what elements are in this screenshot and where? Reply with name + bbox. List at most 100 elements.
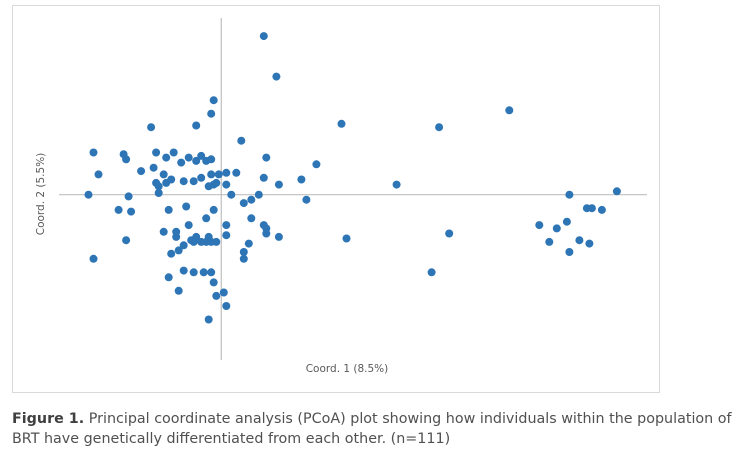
data-point	[219, 288, 228, 297]
data-point	[164, 273, 173, 282]
data-point	[192, 232, 201, 241]
data-point	[167, 249, 176, 258]
data-point	[312, 160, 321, 169]
data-point	[232, 168, 241, 177]
data-point	[159, 170, 168, 179]
data-point	[552, 224, 561, 233]
data-point	[94, 170, 103, 179]
data-point	[89, 254, 98, 263]
data-point	[122, 155, 131, 164]
data-point	[154, 182, 163, 191]
data-point	[127, 207, 136, 216]
data-point	[207, 155, 216, 164]
data-point	[159, 227, 168, 236]
data-point	[587, 204, 596, 213]
data-point	[154, 189, 163, 197]
data-point	[392, 180, 401, 189]
data-point	[122, 236, 131, 245]
data-point	[137, 167, 146, 176]
figure-label: Figure 1.	[12, 411, 85, 427]
data-point	[214, 170, 223, 179]
data-point	[204, 232, 213, 241]
data-point	[162, 178, 171, 187]
data-point	[212, 291, 221, 300]
data-point	[337, 119, 346, 128]
data-point	[274, 180, 283, 189]
data-point	[222, 168, 231, 177]
data-point	[207, 170, 216, 179]
data-point	[199, 268, 208, 277]
data-point	[259, 173, 268, 182]
data-point	[209, 278, 218, 287]
data-point	[204, 315, 213, 324]
plot-frame: Coord. 1 (8.5%) Coord. 2 (5.5%)	[12, 5, 660, 393]
data-point	[174, 246, 183, 255]
data-point	[244, 239, 253, 248]
data-point	[212, 237, 221, 246]
data-point	[197, 173, 206, 182]
data-point	[239, 254, 248, 263]
data-point	[274, 232, 283, 241]
data-point	[184, 221, 193, 230]
data-point	[172, 232, 181, 241]
data-point	[545, 237, 554, 246]
data-point	[162, 153, 171, 162]
data-point	[435, 123, 444, 132]
data-point	[149, 163, 158, 172]
data-point	[562, 217, 571, 226]
data-point	[505, 106, 514, 115]
data-point	[262, 229, 271, 238]
data-point	[239, 199, 248, 208]
data-point	[164, 205, 173, 214]
data-point	[174, 286, 183, 295]
pcoa-scatter-plot: Coord. 1 (8.5%) Coord. 2 (5.5%)	[35, 18, 647, 375]
data-point	[575, 236, 584, 245]
data-point	[272, 72, 281, 81]
data-point	[177, 158, 186, 167]
y-axis-label: Coord. 2 (5.5%)	[35, 153, 47, 236]
data-point	[227, 190, 236, 199]
data-point	[535, 221, 544, 230]
data-point	[237, 136, 246, 145]
data-point	[247, 214, 256, 223]
data-point	[297, 175, 306, 184]
data-point	[124, 192, 133, 201]
data-point	[84, 190, 93, 199]
data-point	[565, 248, 574, 256]
data-point	[89, 148, 98, 157]
data-point	[565, 190, 574, 199]
data-point	[189, 268, 198, 277]
data-point	[152, 148, 161, 157]
data-point	[445, 229, 454, 238]
data-point	[202, 214, 211, 223]
data-point	[184, 153, 193, 162]
data-point	[222, 231, 231, 240]
data-point	[254, 190, 263, 199]
figure-caption: Figure 1. Principal coordinate analysis …	[12, 409, 747, 449]
data-point	[239, 248, 248, 256]
data-point	[222, 221, 231, 230]
data-point	[209, 96, 218, 105]
data-point	[209, 205, 218, 214]
data-point	[197, 151, 206, 160]
data-point	[259, 32, 268, 41]
data-point	[427, 268, 436, 277]
x-axis-label: Coord. 1 (8.5%)	[306, 363, 389, 375]
data-point	[192, 121, 201, 130]
data-point	[262, 153, 271, 162]
data-point	[192, 156, 201, 165]
data-point	[182, 202, 191, 211]
data-point	[612, 187, 621, 196]
data-point	[147, 123, 156, 132]
data-point	[342, 234, 351, 243]
data-point	[179, 177, 188, 186]
figure-caption-text: Principal coordinate analysis (PCoA) plo…	[12, 411, 732, 447]
data-point	[597, 205, 606, 214]
data-point	[189, 177, 198, 186]
data-point	[247, 195, 256, 204]
data-point	[585, 239, 594, 248]
data-point	[259, 221, 268, 230]
data-point	[169, 148, 178, 157]
data-point	[179, 266, 188, 275]
data-point	[302, 195, 311, 204]
